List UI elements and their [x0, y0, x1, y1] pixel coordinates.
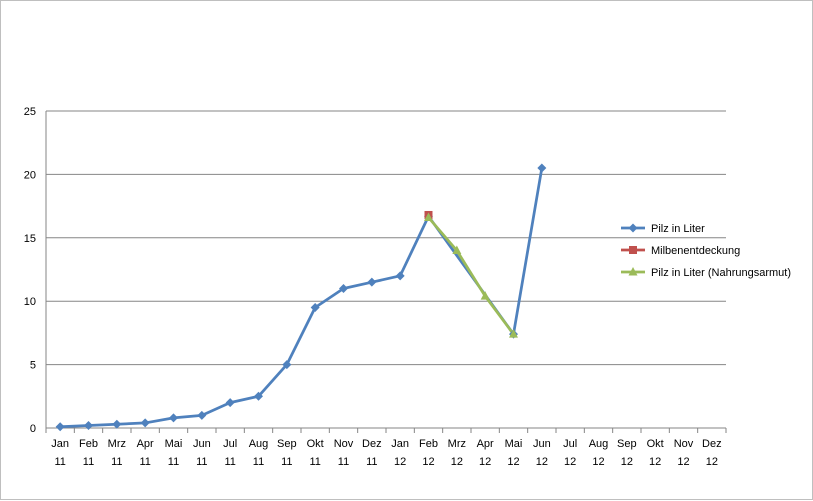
- x-tick-label-month: Nov: [334, 438, 354, 450]
- x-tick-label-month: Jan: [391, 438, 409, 450]
- x-tick-label-year: 11: [196, 456, 207, 468]
- legend-marker-0: [628, 223, 638, 233]
- x-tick-label-year: 11: [281, 456, 292, 468]
- data-point-s2-15: [480, 291, 490, 300]
- x-tick-label-month: Aug: [249, 438, 269, 450]
- x-tick-label-year: 12: [536, 456, 548, 468]
- x-tick-label-month: Jan: [51, 438, 69, 450]
- series-line-0: [60, 167, 544, 429]
- data-point-s2-14: [452, 245, 462, 254]
- x-tick-label-year: 12: [564, 456, 576, 468]
- x-tick-label-year: 11: [309, 456, 320, 468]
- data-point-s0-6: [225, 398, 235, 408]
- x-tick-label-month: Mai: [165, 438, 183, 450]
- data-point-s0-10: [339, 284, 348, 294]
- x-tick-label-year: 12: [592, 456, 604, 468]
- y-tick-label: 15: [24, 233, 36, 245]
- y-tick-label: 10: [24, 296, 36, 308]
- x-tick-label-year: 12: [479, 456, 491, 468]
- x-tick-label-month: Okt: [647, 438, 664, 450]
- legend: Pilz in Liter Milbenentdeckung Pilz in Lit…: [621, 223, 791, 279]
- legend-marker-1: [629, 246, 637, 254]
- axes: 0 5 10 15 20 25 Jan 11 Feb 11 Mrz 11 Apr 11 Mai 11 Jun 11…: [24, 106, 727, 468]
- data-point-s0-12: [395, 271, 405, 281]
- x-tick-label-year: 12: [649, 456, 661, 468]
- data-point-s0-4: [169, 413, 178, 423]
- x-tick-label-year: 11: [338, 456, 349, 468]
- x-tick-label-year: 12: [394, 456, 406, 468]
- x-tick-label-month: Mrz: [108, 438, 126, 450]
- x-tick-label-year: 11: [139, 456, 150, 468]
- data-point-s0-0: [55, 422, 65, 432]
- y-tick-label: 20: [24, 169, 36, 181]
- x-tick-label-month: Aug: [589, 438, 609, 450]
- x-tick-label-month: Okt: [307, 438, 324, 450]
- x-tick-label-month: Dez: [362, 438, 382, 450]
- x-tick-label-year: 12: [451, 456, 463, 468]
- series-lines: [60, 167, 544, 429]
- data-point-s0-5: [197, 410, 207, 420]
- x-tick-label-month: Jun: [193, 438, 211, 450]
- x-tick-label-month: Jul: [223, 438, 237, 450]
- x-tick-label-month: Mai: [505, 438, 523, 450]
- y-tick-label: 5: [30, 360, 36, 372]
- x-tick-label-year: 12: [677, 456, 689, 468]
- x-tick-label-month: Jul: [563, 438, 577, 450]
- x-tick-label-year: 12: [706, 456, 718, 468]
- x-tick-label-year: 12: [422, 456, 434, 468]
- data-point-s0-17: [537, 163, 547, 173]
- x-tick-label-month: Feb: [79, 438, 98, 450]
- x-tick-label-year: 11: [168, 456, 179, 468]
- gridlines: [46, 110, 726, 366]
- y-tick-label: 0: [30, 423, 36, 435]
- x-tick-label-year: 11: [54, 456, 65, 468]
- data-point-s0-7: [254, 391, 263, 401]
- y-tick-label: 25: [24, 106, 36, 118]
- data-point-s2-16: [509, 329, 518, 338]
- data-point-s2-13: [424, 212, 433, 222]
- data-point-s0-11: [367, 277, 377, 287]
- x-tick-label-year: 11: [253, 456, 264, 468]
- legend-label-0: Pilz in Liter: [651, 223, 705, 235]
- x-tick-label-month: Apr: [137, 438, 154, 450]
- legend-marker-2: [628, 267, 638, 276]
- x-tick-label-month: Sep: [617, 438, 637, 450]
- x-tick-label-month: Jun: [533, 438, 551, 450]
- x-tick-label-month: Sep: [277, 438, 297, 450]
- x-tick-label-month: Mrz: [448, 438, 466, 450]
- legend-label-1: Milbenentdeckung: [651, 245, 740, 257]
- data-point-s0-3: [140, 418, 150, 428]
- legend-label-2: Pilz in Liter (Nahrungsarmut): [651, 267, 791, 279]
- data-point-s0-1: [84, 420, 93, 430]
- x-tick-label-month: Apr: [477, 438, 494, 450]
- series-line-2: [427, 216, 515, 335]
- x-tick-label-month: Feb: [419, 438, 438, 450]
- x-tick-label-year: 11: [83, 456, 94, 468]
- series-markers: [55, 163, 547, 432]
- x-tick-label-year: 11: [111, 456, 122, 468]
- data-point-s0-8: [282, 360, 292, 370]
- data-point-s0-2: [112, 419, 122, 429]
- data-point-s0-9: [310, 303, 320, 313]
- x-tick-label-month: Dez: [702, 438, 722, 450]
- x-tick-label-month: Nov: [674, 438, 694, 450]
- x-tick-label-year: 11: [366, 456, 377, 468]
- x-tick-label-year: 11: [224, 456, 235, 468]
- x-tick-label-year: 12: [507, 456, 519, 468]
- x-tick-label-year: 12: [621, 456, 633, 468]
